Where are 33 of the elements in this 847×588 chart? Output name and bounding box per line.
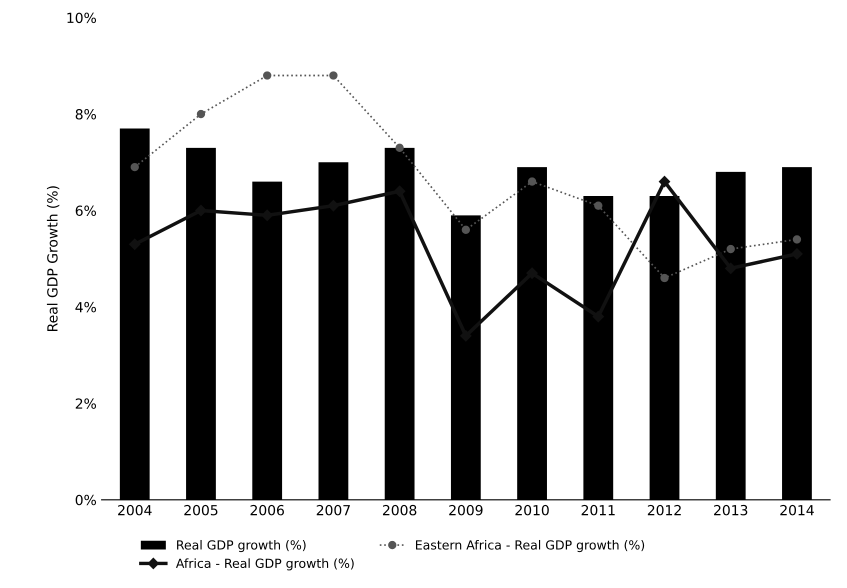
legend-label: Eastern Africa - Real GDP growth (%) — [416, 540, 644, 552]
x-tick-label: 2006 — [250, 504, 284, 516]
x-tick-label: 2012 — [648, 504, 681, 516]
y-tick-label: 4% — [75, 302, 96, 312]
x-tick-label: 2005 — [184, 504, 218, 516]
x-tick-label: 2010 — [515, 504, 549, 516]
x-tick-label: 2014 — [780, 504, 814, 516]
y-tick-label: 0% — [76, 494, 96, 506]
y-tick-label: 2% — [76, 398, 96, 409]
y-tick-label: 6% — [76, 205, 96, 216]
x-tick-label: 2011 — [582, 504, 615, 516]
legend-label: Africa - Real GDP growth (%) — [176, 558, 354, 570]
point — [196, 110, 206, 118]
point — [263, 71, 272, 80]
x-tick-label: 2009 — [449, 504, 483, 516]
point — [594, 202, 602, 210]
y-tick-label: 10% — [67, 12, 96, 24]
legend-label: Real GDP growth (%) — [177, 540, 306, 552]
point — [792, 235, 802, 244]
y-tick-label: 8% — [76, 109, 96, 120]
x-tick-label: 2008 — [382, 504, 416, 516]
y-axis-title: Real GDP Growth (%) — [46, 186, 60, 332]
x-tick-label: 2007 — [316, 504, 350, 516]
point — [660, 274, 669, 282]
point — [658, 176, 670, 188]
point — [395, 144, 404, 152]
x-tick-label: 2013 — [714, 504, 748, 516]
point — [462, 226, 470, 234]
point — [528, 177, 536, 186]
point — [329, 71, 338, 80]
x-tick-label: 2004 — [118, 504, 152, 516]
point — [726, 244, 735, 254]
point — [130, 162, 139, 172]
